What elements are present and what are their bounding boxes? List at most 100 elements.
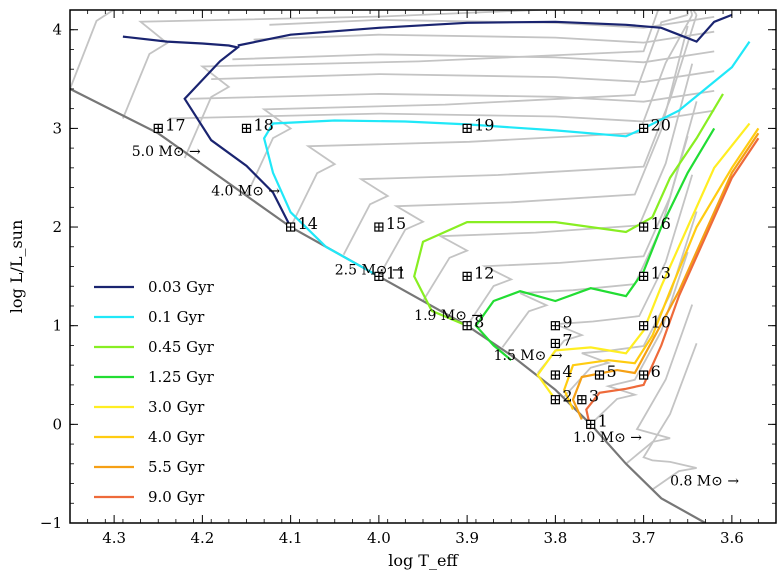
legend-entry: 9.0 Gyr — [148, 488, 205, 506]
y-tick-label: 3 — [52, 119, 62, 137]
star-marker-9 — [550, 321, 560, 331]
isochrone-4-0-Gyr — [563, 127, 760, 410]
grey-track — [189, 90, 715, 103]
x-tick-label: 4.0 — [367, 529, 391, 547]
isochrone-upper-branch — [237, 13, 733, 47]
star-label: 4 — [562, 362, 572, 381]
isochrones — [122, 13, 760, 430]
legend-entry: 0.45 Gyr — [148, 338, 215, 356]
star-label: 9 — [562, 313, 572, 332]
legend-entry: 1.25 Gyr — [148, 368, 215, 386]
mass-annotation: 1.9 M⊙ → — [414, 308, 483, 324]
isochrone-9-0-Gyr — [585, 137, 760, 430]
star-marker-1 — [586, 419, 596, 429]
star-marker-10 — [639, 321, 649, 331]
star-label: 15 — [386, 214, 406, 233]
mass-annotations: 5.0 M⊙ → 4.0 M⊙ → 2.5 M⊙ → 1.9 M⊙ → 1.5 M⊙ →… — [132, 144, 740, 490]
grey-track — [289, 14, 693, 228]
star-marker-19 — [462, 123, 472, 133]
grey-track — [168, 109, 715, 123]
grey-track — [211, 70, 715, 83]
grey-track — [245, 14, 688, 196]
star-label: 2 — [562, 387, 572, 406]
star-marker-12 — [462, 271, 472, 281]
grey-track — [590, 251, 689, 425]
star-marker-13 — [639, 271, 649, 281]
star-marker-8 — [462, 321, 472, 331]
x-tick-label: 4.1 — [279, 529, 303, 547]
star-marker-17 — [153, 123, 163, 133]
legend: 0.03 Gyr 0.1 Gyr 0.45 Gyr 1.25 Gyr 3.0 Gyr 4.… — [94, 278, 215, 506]
x-tick-label: 4.2 — [190, 529, 214, 547]
star-label: 10 — [651, 313, 671, 332]
grey-track — [625, 304, 694, 465]
grey-track — [422, 63, 694, 302]
star-label: 20 — [651, 115, 671, 134]
x-tick-label: 3.8 — [543, 529, 567, 547]
grey-track — [122, 10, 694, 119]
star-marker-14 — [286, 222, 296, 232]
isochrone-1-25-Gyr — [474, 127, 716, 362]
grey-track — [537, 174, 694, 374]
evolutionary-tracks — [70, 10, 715, 523]
grey-track — [642, 342, 698, 491]
star-marker-20 — [639, 123, 649, 133]
x-tick-label: 3.6 — [720, 529, 744, 547]
star-label: 18 — [254, 115, 274, 134]
isochrone-5-5-Gyr — [571, 132, 760, 420]
y-tick-label: 1 — [52, 317, 62, 335]
star-label: 14 — [298, 214, 318, 233]
isochrone-3-0-Gyr — [536, 122, 751, 401]
legend-entry: 3.0 Gyr — [148, 398, 205, 416]
isochrone-0-1-Gyr — [262, 40, 751, 278]
star-label: 8 — [474, 313, 484, 332]
grey-track — [378, 25, 689, 277]
star-label: 12 — [474, 263, 494, 282]
star-marker-4 — [550, 370, 560, 380]
legend-entry: 0.1 Gyr — [148, 308, 205, 326]
star-marker-7 — [550, 338, 560, 349]
y-tick-label: −1 — [40, 514, 62, 532]
mass-annotation: 1.5 M⊙ → — [494, 348, 563, 364]
legend-entry: 4.0 Gyr — [148, 428, 205, 446]
star-label: 11 — [386, 263, 406, 282]
star-marker-5 — [594, 370, 605, 380]
mass-annotation: 1.0 M⊙ → — [573, 430, 642, 446]
isochrone-0-03-Gyr — [122, 35, 292, 228]
y-axis-label: log L/L_sun — [7, 220, 26, 314]
star-label: 17 — [165, 115, 185, 134]
star-label: 13 — [651, 263, 671, 282]
y-tick-label: 4 — [52, 21, 62, 39]
x-tick-label: 3.7 — [632, 529, 656, 547]
star-label: 16 — [651, 214, 671, 233]
star-label: 1 — [598, 411, 608, 430]
mass-annotation: 5.0 M⊙ → — [132, 144, 201, 160]
star-label: 3 — [589, 387, 599, 406]
star-marker-3 — [577, 395, 587, 405]
star-label: 5 — [607, 362, 617, 381]
mass-annotation: 4.0 M⊙ → — [211, 183, 280, 199]
legend-entry: 0.03 Gyr — [148, 278, 215, 296]
mass-annotation: 0.8 M⊙ → — [670, 474, 739, 490]
mass-annotation: 2.5 M⊙ → — [335, 262, 404, 278]
star-label: 19 — [474, 115, 494, 134]
x-tick-label: 3.9 — [455, 529, 479, 547]
star-marker-16 — [639, 222, 649, 232]
isochrone-0-45-Gyr — [413, 93, 724, 327]
grey-track — [253, 30, 715, 44]
star-label: 7 — [562, 330, 572, 349]
star-label: 6 — [651, 362, 661, 381]
star-marker-11 — [374, 271, 384, 281]
grey-track — [466, 101, 698, 327]
zams-line — [70, 87, 706, 523]
star-marker-15 — [374, 222, 384, 232]
y-tick-label: 2 — [52, 218, 62, 236]
y-tick-label: 0 — [52, 415, 62, 433]
grey-track — [232, 50, 715, 64]
grey-track — [70, 10, 689, 90]
star-marker-6 — [639, 370, 649, 380]
star-marker-2 — [550, 395, 560, 405]
